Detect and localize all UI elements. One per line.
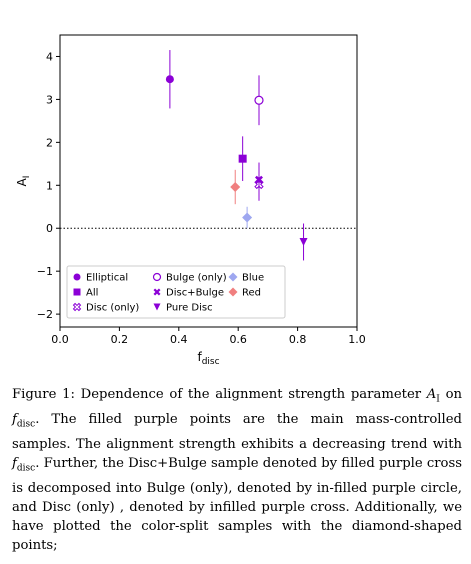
figure-caption: Figure 1: Dependence of the alignment st… [12,385,462,556]
legend-marker [153,288,161,296]
y-tick-label: −2 [37,308,53,321]
caption-symbol-f: f [12,411,17,427]
legend-label: Pure Disc [166,303,213,314]
y-tick-label: −1 [37,265,53,278]
legend-label: Elliptical [86,273,128,284]
caption-on: on [445,387,462,402]
x-tick-label: 0.0 [51,333,69,346]
plot-frame [59,34,358,328]
legend-label: Blue [242,273,264,284]
y-tick-label: 2 [46,136,53,149]
y-tick-label: 1 [46,179,53,192]
legend-label: All [86,288,98,299]
y-tick-label: 0 [46,222,53,235]
legend-marker [73,288,81,296]
caption-symbol-f-sub: disc [16,419,36,430]
caption-symbol-a: A [426,387,437,402]
x-tick-label: 1.0 [348,333,366,346]
legend-label: Disc+Bulge [166,288,224,299]
data-point [299,237,308,246]
caption-body-2: . Further, the Disc+Bulge sample denoted… [12,455,463,554]
y-tick-label: 4 [46,50,53,63]
data-point [242,212,253,223]
scatter-chart: 0.0 0.2 0.4 0.6 0.8 1.0 −2 −1 0 1 2 3 4 fdisc AI Ellipt… [15,34,366,367]
data-point [165,75,174,84]
data-point [238,154,247,163]
legend-marker [72,302,82,312]
data-point [254,95,264,105]
caption-symbol-a-sub: I [436,394,440,405]
legend-marker [152,272,162,282]
data-point [230,182,241,193]
legend-marker [73,273,81,281]
caption-body-1: . The filled purple points are the main … [12,411,462,452]
legend-marker [153,303,161,311]
x-tick-label: 0.4 [170,333,188,346]
legend-label: Red [242,288,261,299]
x-axis-label: fdisc [197,350,219,367]
data-point [254,175,263,184]
legend-marker [228,272,238,282]
caption-lead: Figure 1: Dependence of the alignment st… [12,387,427,402]
x-tick-label: 0.6 [229,333,247,346]
y-tick-label: 3 [46,93,53,106]
caption-symbol-f2: f [12,455,17,471]
caption-symbol-f2-sub: disc [16,463,36,474]
legend-marker [228,287,238,297]
figure: 0.0 0.2 0.4 0.6 0.8 1.0 −2 −1 0 1 2 3 4 fdisc AI Ellipt… [15,34,366,367]
y-axis-label: AI [15,176,32,187]
x-tick-label: 0.2 [111,333,129,346]
legend-label: Bulge (only) [166,273,227,284]
x-tick-label: 0.8 [289,333,307,346]
legend-label: Disc (only) [86,303,139,314]
